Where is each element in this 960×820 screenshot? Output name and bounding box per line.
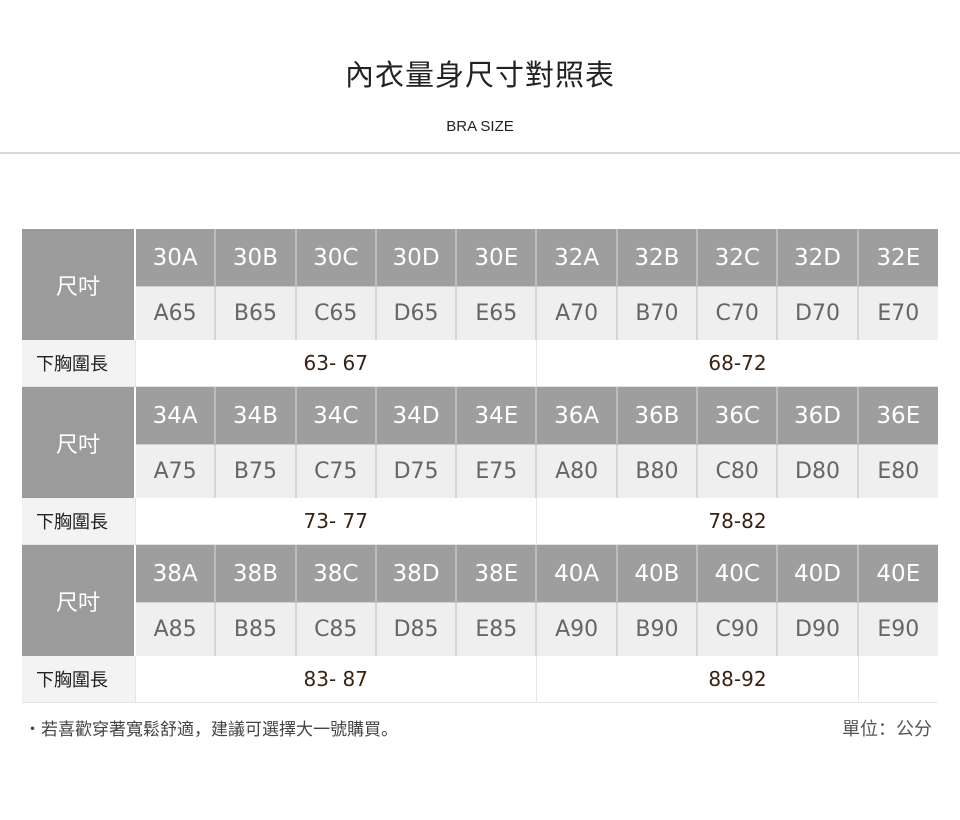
size-cell: 34D bbox=[374, 387, 457, 445]
underbust-range: 88-92 bbox=[535, 656, 938, 703]
size-cell: 38A bbox=[133, 545, 216, 603]
cup-cell: B70 bbox=[615, 286, 698, 340]
cup-row: A85 B85 C85 D85 E85 A90 B90 C90 D90 E90 bbox=[22, 602, 938, 656]
cup-cell: A70 bbox=[535, 286, 617, 340]
size-row: 尺吋 38A 38B 38C 38D 38E 40A 40B 40C 40D 40E bbox=[22, 545, 938, 656]
size-cell: 30E bbox=[455, 229, 537, 287]
cup-cell: D65 bbox=[374, 286, 457, 340]
cup-cell: B85 bbox=[214, 602, 296, 656]
cup-cell: E75 bbox=[455, 444, 537, 498]
size-cell: 34B bbox=[214, 387, 296, 445]
size-block: 尺吋 30A 30B 30C 30D 30E 32A 32B 32C 32D 32E A65 B65 C6… bbox=[22, 229, 938, 387]
cup-cell: B80 bbox=[615, 444, 698, 498]
size-cell: 36B bbox=[615, 387, 698, 445]
size-cell: 40D bbox=[776, 545, 858, 603]
cup-row: A65 B65 C65 D65 E65 A70 B70 C70 D70 E70 bbox=[22, 286, 938, 340]
size-block: 尺吋 34A 34B 34C 34D 34E 36A 36B 36C 36D 36E A75 B75 C7… bbox=[22, 387, 938, 545]
measure-label: 下胸圍長 bbox=[22, 498, 135, 545]
size-cell: 36D bbox=[776, 387, 858, 445]
size-cell: 40C bbox=[696, 545, 778, 603]
cup-cell: E85 bbox=[455, 602, 537, 656]
cup-cell: E65 bbox=[455, 286, 537, 340]
size-cell: 38B bbox=[214, 545, 296, 603]
size-cell: 38D bbox=[374, 545, 457, 603]
measure-label: 下胸圍長 bbox=[22, 656, 135, 703]
cup-cell: B65 bbox=[214, 286, 296, 340]
footer-note: ・若喜歡穿著寬鬆舒適，建議可選擇大一號購買。 bbox=[24, 720, 398, 740]
size-cell: 30A bbox=[133, 229, 216, 287]
size-cell: 40E bbox=[856, 545, 938, 603]
size-cell: 36A bbox=[535, 387, 617, 445]
cup-cell: D75 bbox=[374, 444, 457, 498]
size-cell: 36C bbox=[696, 387, 778, 445]
size-cell: 38E bbox=[455, 545, 537, 603]
underbust-range: 68-72 bbox=[535, 340, 938, 387]
size-cell: 30B bbox=[214, 229, 296, 287]
cup-cell: C80 bbox=[696, 444, 778, 498]
underbust-range: 83- 87 bbox=[134, 656, 537, 703]
underbust-range: 63- 67 bbox=[134, 340, 537, 387]
cup-cell: B90 bbox=[615, 602, 698, 656]
cup-cell: D90 bbox=[776, 602, 858, 656]
divider bbox=[0, 152, 960, 154]
cup-cell: A65 bbox=[133, 286, 216, 340]
size-cell: 32E bbox=[856, 229, 938, 287]
cup-cell: C85 bbox=[294, 602, 376, 656]
cup-cell: D80 bbox=[776, 444, 858, 498]
page-subtitle: BRA SIZE bbox=[446, 118, 514, 135]
size-chart: 尺吋 30A 30B 30C 30D 30E 32A 32B 32C 32D 32E A65 B65 C6… bbox=[22, 229, 938, 703]
cup-cell: A75 bbox=[133, 444, 216, 498]
size-cell: 36E bbox=[856, 387, 938, 445]
underbust-range: 78-82 bbox=[535, 498, 938, 545]
measure-label: 下胸圍長 bbox=[22, 340, 135, 387]
size-cell: 40A bbox=[535, 545, 617, 603]
size-cell: 32D bbox=[776, 229, 858, 287]
size-cell: 32A bbox=[535, 229, 617, 287]
cup-cell: C65 bbox=[294, 286, 376, 340]
cup-cell: E80 bbox=[856, 444, 938, 498]
size-cell: 34E bbox=[455, 387, 537, 445]
size-cell: 30C bbox=[294, 229, 376, 287]
measure-row: 下胸圍長 63- 67 68-72 bbox=[22, 340, 938, 387]
page-title: 內衣量身尺寸對照表 bbox=[344, 58, 615, 92]
size-cell: 30D bbox=[374, 229, 457, 287]
underbust-range: 73- 77 bbox=[134, 498, 537, 545]
cup-cell: A80 bbox=[535, 444, 617, 498]
cup-row: A75 B75 C75 D75 E75 A80 B80 C80 D80 E80 bbox=[22, 444, 938, 498]
size-row: 尺吋 30A 30B 30C 30D 30E 32A 32B 32C 32D 32E bbox=[22, 229, 938, 340]
measure-row: 下胸圍長 83- 87 88-92 bbox=[22, 656, 938, 703]
size-cell: 34C bbox=[294, 387, 376, 445]
size-cell: 32C bbox=[696, 229, 778, 287]
size-label: 尺吋 bbox=[22, 545, 136, 656]
size-cell: 32B bbox=[615, 229, 698, 287]
measure-row: 下胸圍長 73- 77 78-82 bbox=[22, 498, 938, 545]
size-cell: 34A bbox=[133, 387, 216, 445]
cup-cell: E70 bbox=[856, 286, 938, 340]
size-label: 尺吋 bbox=[22, 387, 136, 498]
size-row: 尺吋 34A 34B 34C 34D 34E 36A 36B 36C 36D 36E bbox=[22, 387, 938, 498]
cup-cell: A90 bbox=[535, 602, 617, 656]
size-label: 尺吋 bbox=[22, 229, 136, 340]
size-block: 尺吋 38A 38B 38C 38D 38E 40A 40B 40C 40D 40E A85 B85 C8… bbox=[22, 545, 938, 703]
cup-cell: B75 bbox=[214, 444, 296, 498]
size-cell: 40B bbox=[615, 545, 698, 603]
cup-cell: C75 bbox=[294, 444, 376, 498]
cup-cell: C70 bbox=[696, 286, 778, 340]
cup-cell: D70 bbox=[776, 286, 858, 340]
size-cell: 38C bbox=[294, 545, 376, 603]
cup-cell: E90 bbox=[856, 602, 938, 656]
unit-label: 單位：公分 bbox=[842, 719, 932, 740]
cup-cell: C90 bbox=[696, 602, 778, 656]
cup-cell: D85 bbox=[374, 602, 457, 656]
cup-cell: A85 bbox=[133, 602, 216, 656]
